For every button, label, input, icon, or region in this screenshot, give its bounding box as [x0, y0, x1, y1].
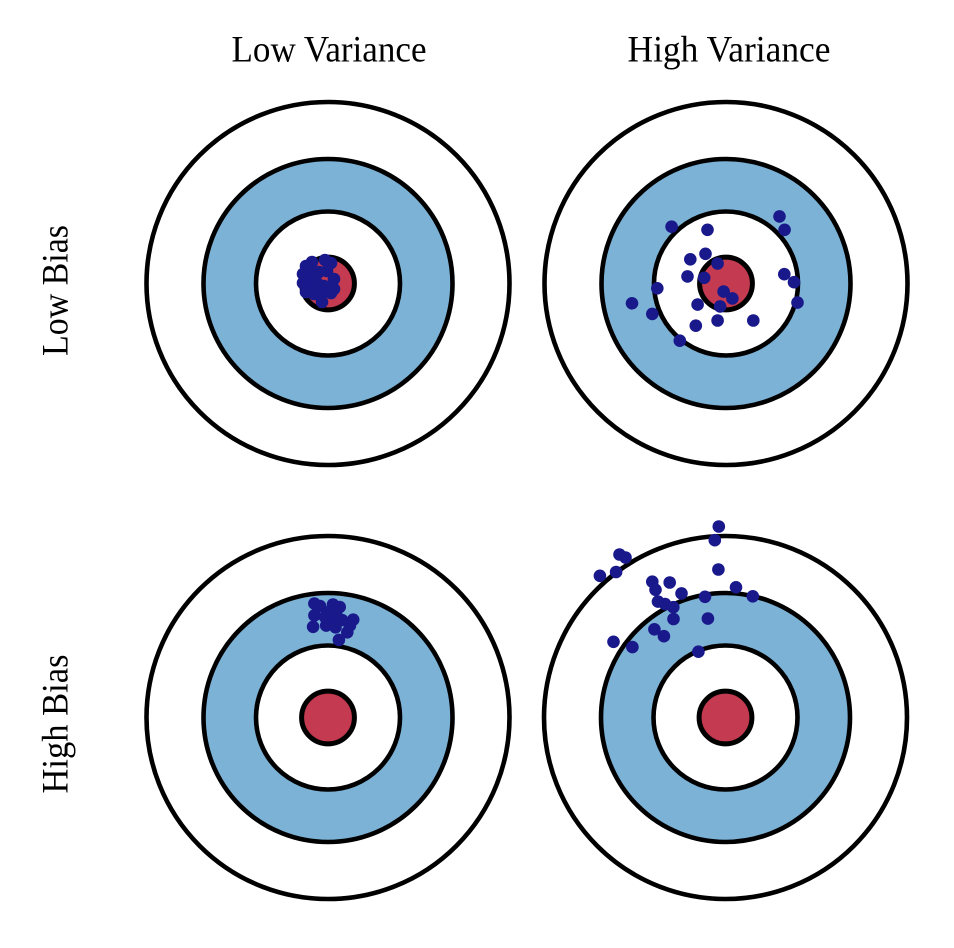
svg-text:High Variance: High Variance	[628, 30, 831, 71]
svg-text:Low Variance: Low Variance	[232, 30, 427, 71]
svg-text:Low Bias: Low Bias	[36, 225, 77, 356]
svg-text:High Bias: High Bias	[36, 655, 77, 794]
